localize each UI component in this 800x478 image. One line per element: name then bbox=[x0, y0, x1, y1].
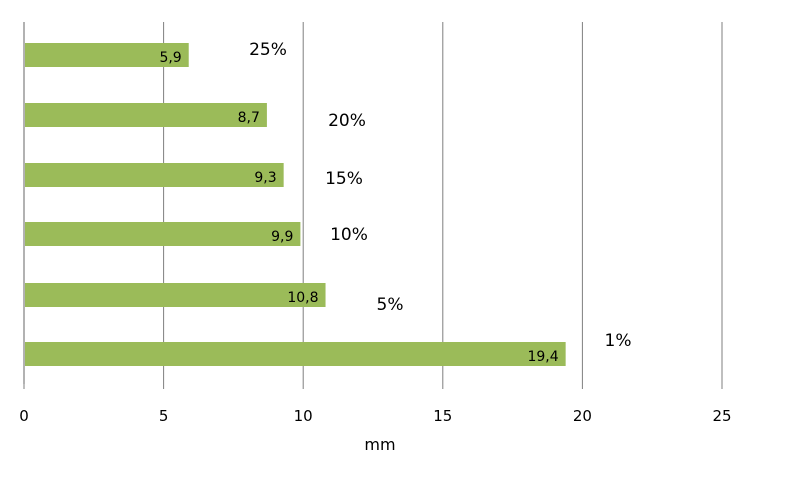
bar bbox=[25, 342, 566, 366]
bar-data-label: 10,8 bbox=[287, 290, 318, 306]
bar-data-label: 9,3 bbox=[254, 170, 276, 186]
x-tick-label: 15 bbox=[433, 407, 452, 425]
bar-data-label: 5,9 bbox=[159, 50, 181, 66]
x-tick-label: 20 bbox=[573, 407, 592, 425]
bar bbox=[25, 43, 189, 67]
bar-data-label: 19,4 bbox=[527, 349, 558, 365]
data-labels: 5,9 8,7 9,3 9,9 10,8 19,4 bbox=[159, 50, 558, 365]
bars bbox=[25, 43, 566, 366]
category-label: 10% bbox=[330, 225, 368, 245]
x-axis-ticks: 0 5 10 15 20 25 bbox=[19, 407, 731, 425]
bar bbox=[25, 163, 284, 187]
category-labels: 25% 20% 15% 10% 5% 1% bbox=[249, 40, 631, 351]
bar bbox=[25, 103, 267, 127]
x-tick-label: 5 bbox=[159, 407, 169, 425]
x-axis-title: mm bbox=[364, 435, 395, 454]
category-label: 25% bbox=[249, 40, 287, 60]
category-label: 5% bbox=[377, 295, 404, 315]
bar bbox=[25, 222, 301, 246]
bar-data-label: 8,7 bbox=[238, 110, 260, 126]
bar-data-label: 9,9 bbox=[271, 229, 293, 245]
x-tick-label: 10 bbox=[294, 407, 313, 425]
category-label: 15% bbox=[325, 169, 363, 189]
category-label: 20% bbox=[328, 111, 366, 131]
category-label: 1% bbox=[605, 331, 632, 351]
x-tick-label: 25 bbox=[712, 407, 731, 425]
gridlines bbox=[23, 22, 723, 389]
x-tick-label: 0 bbox=[19, 407, 29, 425]
bar bbox=[25, 283, 326, 307]
